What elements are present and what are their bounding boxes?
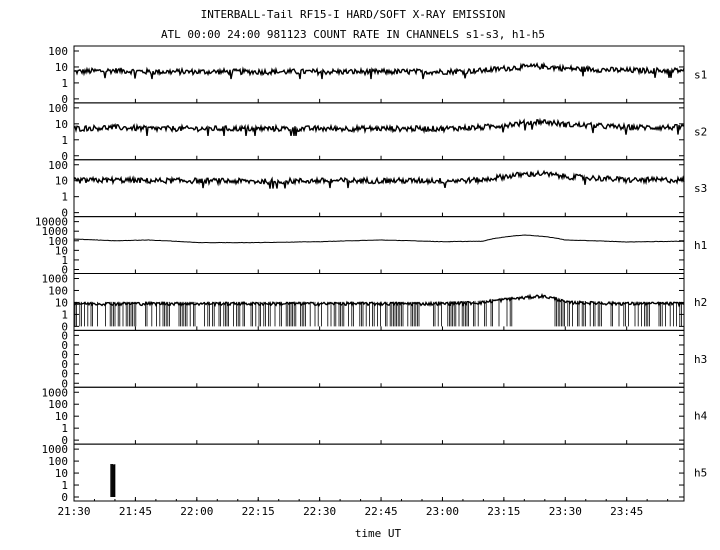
y-tick-label-h2: 1000 — [42, 273, 69, 286]
y-tick-label-h3: 0 — [61, 368, 68, 381]
data-line-s1 — [73, 61, 685, 80]
chart-title: INTERBALL-Tail RF15-I HARD/SOFT X-RAY EM… — [201, 8, 506, 21]
y-tick-label-s3: 100 — [48, 159, 68, 172]
channel-label-s1: s1 — [694, 68, 707, 81]
channel-label-h2: h2 — [694, 296, 707, 309]
y-tick-label-s3: 10 — [55, 175, 68, 188]
x-tick-label: 21:30 — [57, 505, 90, 518]
y-tick-label-h5: 1000 — [42, 443, 69, 456]
y-tick-label-h1: 100 — [48, 235, 68, 248]
y-tick-label-s3: 0 — [61, 207, 68, 220]
panel-frame-s3 — [73, 159, 685, 218]
data-line-s2 — [73, 117, 685, 137]
y-tick-label-h1: 1 — [61, 254, 68, 267]
y-tick-label-h4: 0 — [61, 434, 68, 447]
x-tick-label: 23:45 — [610, 505, 643, 518]
y-tick-label-h3: 0 — [61, 358, 68, 371]
y-tick-label-h2: 100 — [48, 284, 68, 297]
y-tick-label-h1: 10 — [55, 244, 68, 257]
channel-label-h1: h1 — [694, 239, 707, 252]
y-tick-label-h1: 10000 — [35, 216, 68, 229]
data-line-h2 — [73, 292, 685, 308]
y-tick-label-s2: 100 — [48, 102, 68, 115]
y-tick-label-s1: 0 — [61, 93, 68, 106]
y-tick-label-s3: 1 — [61, 191, 68, 204]
y-tick-label-h4: 100 — [48, 398, 68, 411]
y-tick-label-h5: 1 — [61, 479, 68, 492]
data-line-h1 — [73, 234, 684, 244]
y-tick-label-s1: 100 — [48, 45, 68, 58]
y-tick-label-h4: 10 — [55, 410, 68, 423]
x-tick-label: 23:15 — [487, 505, 520, 518]
x-tick-label: 23:30 — [549, 505, 582, 518]
x-tick-label: 23:00 — [426, 505, 459, 518]
y-tick-label-h3: 0 — [61, 377, 68, 390]
panel-frame-h3 — [73, 329, 685, 388]
chart-subtitle: ATL 00:00 24:00 981123 COUNT RATE IN CHA… — [161, 28, 545, 41]
channel-label-h4: h4 — [694, 410, 708, 423]
y-tick-label-h4: 1 — [61, 422, 68, 435]
x-axis-label: time UT — [355, 527, 402, 540]
y-tick-label-h1: 0 — [61, 264, 68, 277]
panel-frame-h5 — [73, 443, 685, 502]
time-axis: 21:30 21:45 22:00 22:15 22:30 22:45 23:00 23:15… — [57, 98, 669, 518]
y-tick-label-h3: 0 — [61, 339, 68, 352]
channel-label-h5: h5 — [694, 467, 707, 480]
y-tick-label-s2: 10 — [55, 118, 68, 131]
y-tick-label-h5: 10 — [55, 467, 68, 480]
x-tick-label: 22:30 — [303, 505, 336, 518]
y-tick-label-h1: 1000 — [42, 225, 69, 238]
y-tick-label-s1: 1 — [61, 77, 68, 90]
channel-panels: 1001010s11001010s21001010s31000010001001… — [35, 45, 708, 504]
y-tick-label-h3: 0 — [61, 349, 68, 362]
channel-label-s2: s2 — [694, 125, 707, 138]
data-line-s3 — [73, 169, 685, 189]
channel-label-h3: h3 — [694, 353, 707, 366]
y-tick-label-h2: 1 — [61, 308, 68, 321]
channel-label-s3: s3 — [694, 182, 707, 195]
y-tick-label-h2: 0 — [61, 320, 68, 333]
y-tick-label-s2: 1 — [61, 134, 68, 147]
panel-frame-h4 — [73, 386, 685, 445]
x-tick-label: 21:45 — [119, 505, 152, 518]
y-tick-label-h5: 0 — [61, 491, 68, 504]
panel-frame-h1 — [73, 216, 685, 274]
y-tick-label-h3: 0 — [61, 329, 68, 342]
y-tick-label-h5: 100 — [48, 455, 68, 468]
x-tick-label: 22:15 — [242, 505, 275, 518]
y-tick-label-h4: 1000 — [42, 386, 69, 399]
y-tick-label-h2: 10 — [55, 296, 68, 309]
x-tick-label: 22:00 — [180, 505, 213, 518]
y-tick-label-s2: 0 — [61, 150, 68, 163]
y-tick-label-s1: 10 — [55, 61, 68, 74]
x-tick-label: 22:45 — [364, 505, 397, 518]
panel-frame-s1 — [73, 45, 685, 104]
